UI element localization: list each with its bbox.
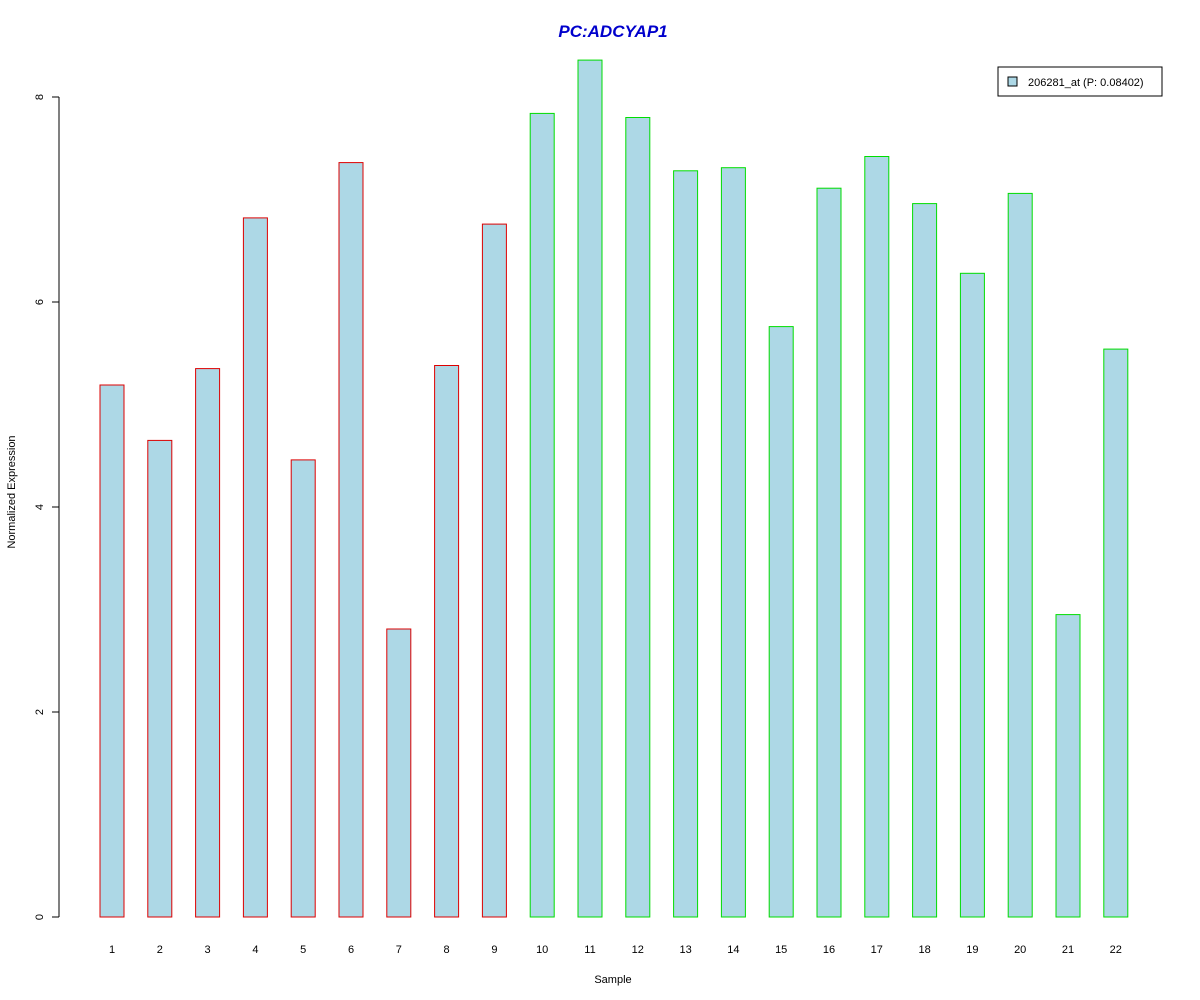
x-tick-label: 10 — [536, 944, 548, 956]
x-tick-label: 15 — [775, 944, 787, 956]
y-axis-label: Normalized Expression — [6, 435, 18, 548]
bar-sample-14 — [720, 167, 746, 918]
bar-sample-10 — [529, 112, 555, 918]
y-tick-label: 2 — [34, 709, 46, 715]
y-tick-label: 6 — [34, 299, 46, 305]
y-tick-label: 0 — [34, 914, 46, 920]
bar-sample-2 — [147, 439, 173, 918]
x-tick-label: 12 — [632, 944, 644, 956]
bar-sample-17 — [864, 156, 890, 918]
legend: 206281_at (P: 0.08402) — [997, 66, 1163, 97]
bar-sample-18 — [912, 203, 938, 918]
x-tick-label: 2 — [157, 944, 163, 956]
x-tick-label: 1 — [109, 944, 115, 956]
y-axis: 0 2 4 6 8 — [34, 94, 60, 920]
bar-sample-16 — [816, 187, 842, 918]
x-tick-label: 20 — [1014, 944, 1026, 956]
x-tick-label: 13 — [679, 944, 691, 956]
x-tick-label: 5 — [300, 944, 306, 956]
bar-sample-15 — [768, 326, 794, 918]
x-tick-labels: 1 2 3 4 5 6 7 8 9 10 11 12 13 14 15 16 17 18 19 20 21 22 — [109, 944, 1122, 956]
x-tick-label: 9 — [491, 944, 497, 956]
x-tick-label: 17 — [871, 944, 883, 956]
y-tick-label: 4 — [34, 504, 46, 510]
bar-sample-11 — [577, 59, 603, 918]
x-tick-label: 6 — [348, 944, 354, 956]
x-tick-label: 21 — [1062, 944, 1074, 956]
bar-sample-20 — [1007, 192, 1033, 918]
bars-group — [99, 59, 1129, 918]
bar-sample-5 — [290, 459, 316, 918]
bar-sample-13 — [673, 170, 699, 918]
x-tick-label: 8 — [444, 944, 450, 956]
bar-sample-7 — [386, 628, 412, 918]
bar-sample-9 — [481, 223, 507, 918]
x-tick-label: 18 — [918, 944, 930, 956]
x-tick-label: 4 — [252, 944, 258, 956]
x-tick-label: 3 — [205, 944, 211, 956]
bar-sample-8 — [434, 365, 460, 918]
x-tick-label: 14 — [727, 944, 739, 956]
chart-title: PC:ADCYAP1 — [558, 22, 667, 41]
legend-box — [997, 66, 1163, 97]
y-tick-label: 8 — [34, 94, 46, 100]
bar-sample-6 — [338, 162, 364, 918]
x-tick-label: 16 — [823, 944, 835, 956]
bar-sample-3 — [195, 368, 221, 918]
bar-sample-19 — [959, 272, 985, 918]
bar-sample-4 — [242, 217, 268, 918]
x-axis-label: Sample — [594, 974, 631, 986]
bar-sample-12 — [625, 117, 651, 918]
x-tick-label: 7 — [396, 944, 402, 956]
x-tick-label: 11 — [584, 944, 595, 956]
bar-sample-1 — [99, 384, 125, 918]
bar-sample-21 — [1055, 614, 1081, 918]
legend-label: 206281_at (P: 0.08402) — [1028, 77, 1144, 89]
x-tick-label: 22 — [1110, 944, 1122, 956]
legend-swatch — [1007, 76, 1018, 87]
x-tick-label: 19 — [966, 944, 978, 956]
bar-sample-22 — [1103, 348, 1129, 918]
